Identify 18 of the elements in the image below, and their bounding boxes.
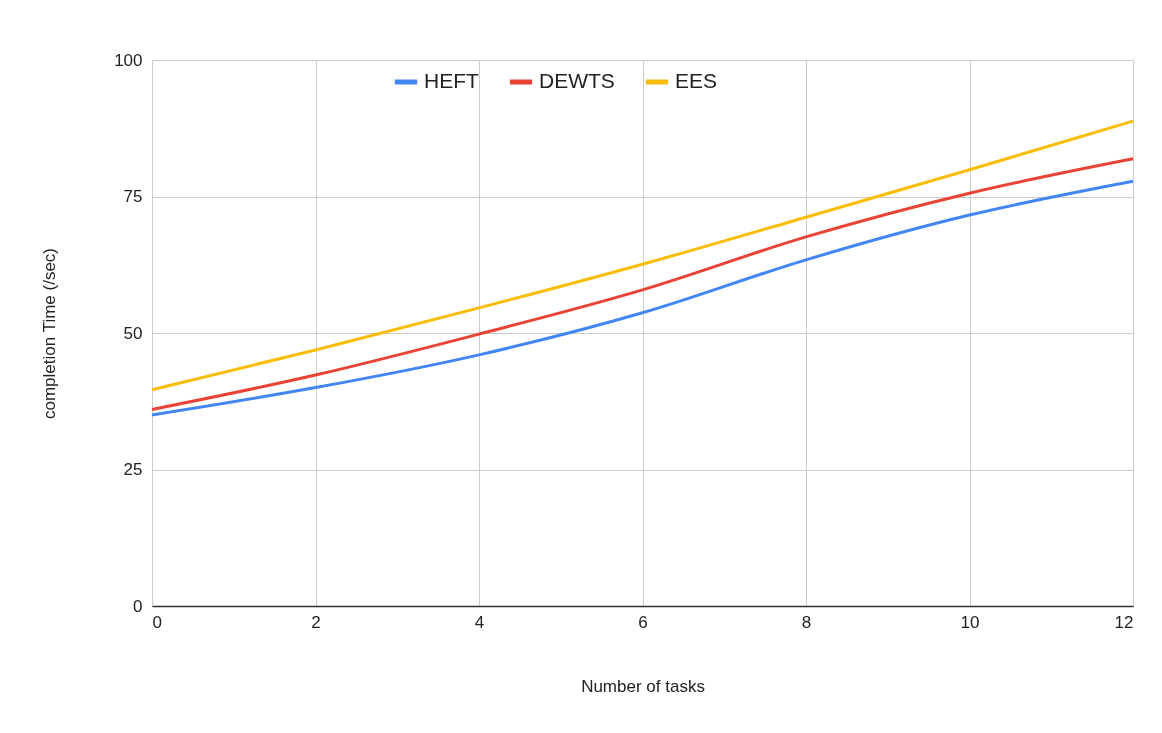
x-tick-label: 10 bbox=[960, 612, 980, 632]
y-tick-label: 25 bbox=[123, 460, 143, 479]
x-tick-label: 6 bbox=[638, 612, 648, 632]
x-tick-label: 0 bbox=[152, 612, 162, 632]
y-tick-label: 100 bbox=[114, 50, 143, 70]
x-tick-label: 4 bbox=[474, 612, 485, 632]
x-axis-title: Number of tasks bbox=[581, 676, 705, 696]
x-tick-label: 12 bbox=[1114, 612, 1134, 632]
line-series bbox=[150, 119, 1135, 392]
x-tick-label: 2 bbox=[311, 612, 321, 632]
x-tick-label: 8 bbox=[801, 612, 812, 632]
y-axis-title: completion Time (/sec) bbox=[40, 248, 60, 419]
y-tick-label: 50 bbox=[123, 323, 143, 343]
y-tick-label: 0 bbox=[133, 596, 143, 616]
legend-label: EES bbox=[675, 69, 718, 92]
legend-label: DEWTS bbox=[539, 69, 615, 92]
legend-label: HEFT bbox=[424, 69, 479, 92]
y-tick-label: 75 bbox=[123, 187, 143, 206]
